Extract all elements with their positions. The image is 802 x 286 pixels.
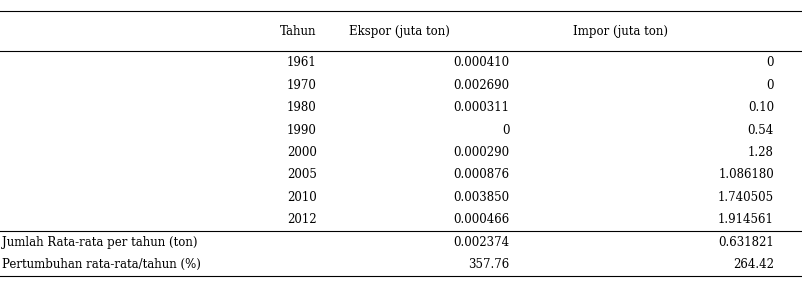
Text: 1970: 1970 [287,79,317,92]
Text: 0.000876: 0.000876 [453,168,509,181]
Text: 1980: 1980 [287,101,317,114]
Text: 0.000311: 0.000311 [453,101,509,114]
Text: Pertumbuhan rata-rata/tahun (%): Pertumbuhan rata-rata/tahun (%) [2,258,200,271]
Text: 357.76: 357.76 [468,258,509,271]
Text: 1.28: 1.28 [748,146,774,159]
Text: 264.42: 264.42 [733,258,774,271]
Text: 2012: 2012 [287,213,317,226]
Text: 0.003850: 0.003850 [453,191,509,204]
Text: 0.631821: 0.631821 [718,236,774,249]
Text: 1.740505: 1.740505 [718,191,774,204]
Text: 2000: 2000 [287,146,317,159]
Text: 1990: 1990 [287,124,317,136]
Text: 0.54: 0.54 [747,124,774,136]
Text: Ekspor (juta ton): Ekspor (juta ton) [349,25,450,38]
Text: 0.002374: 0.002374 [453,236,509,249]
Text: 1961: 1961 [287,56,317,69]
Text: 0: 0 [767,79,774,92]
Text: 0.000410: 0.000410 [453,56,509,69]
Text: 1.086180: 1.086180 [718,168,774,181]
Text: 0: 0 [767,56,774,69]
Text: Jumlah Rata-rata per tahun (ton): Jumlah Rata-rata per tahun (ton) [2,236,197,249]
Text: 0.10: 0.10 [747,101,774,114]
Text: 2010: 2010 [287,191,317,204]
Text: Tahun: Tahun [280,25,317,38]
Text: 0.000466: 0.000466 [453,213,509,226]
Text: 0.000290: 0.000290 [453,146,509,159]
Text: Impor (juta ton): Impor (juta ton) [573,25,668,38]
Text: 1.914561: 1.914561 [718,213,774,226]
Text: 0.002690: 0.002690 [453,79,509,92]
Text: 0: 0 [502,124,509,136]
Text: 2005: 2005 [287,168,317,181]
